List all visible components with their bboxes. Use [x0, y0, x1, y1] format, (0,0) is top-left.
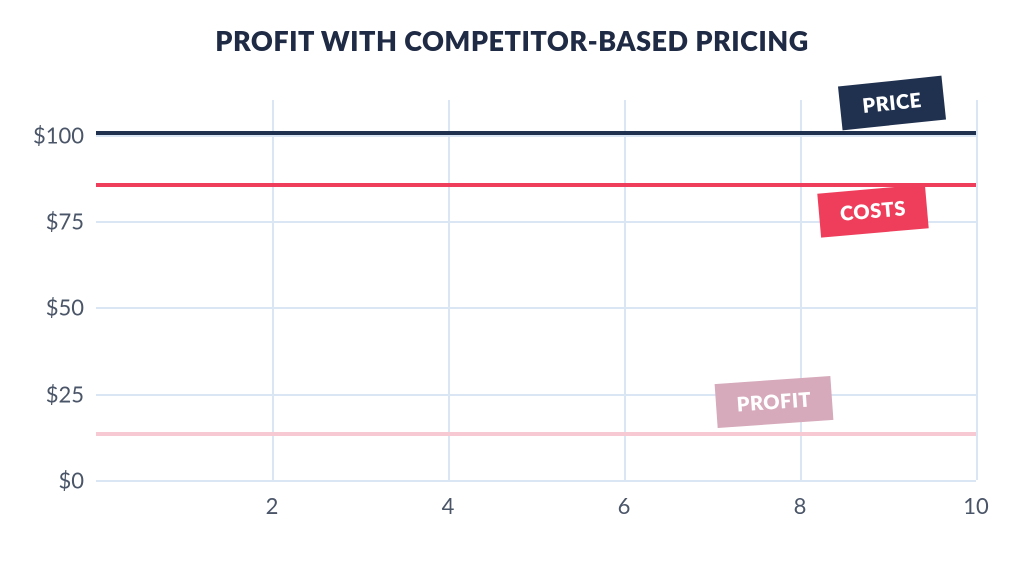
y-axis-label: $50: [46, 294, 84, 321]
x-axis-label: 8: [794, 492, 807, 519]
costs-tag: COSTS: [817, 184, 928, 237]
gridline-v: [800, 100, 802, 480]
gridline-h: [96, 394, 976, 396]
profit-line: [96, 432, 976, 436]
x-axis-label: 10: [963, 492, 989, 519]
pricing-chart: PROFIT WITH COMPETITOR-BASED PRICING $0 $…: [0, 0, 1024, 576]
gridline-v: [448, 100, 450, 480]
costs-line: [96, 183, 976, 187]
gridline-h: [96, 480, 976, 482]
gridline-v: [624, 100, 626, 480]
gridline-v: [272, 100, 274, 480]
x-axis-label: 2: [266, 492, 279, 519]
profit-tag: PROFIT: [714, 376, 833, 428]
x-axis-label: 4: [442, 492, 455, 519]
price-tag: PRICE: [838, 76, 946, 131]
gridline-v: [976, 100, 978, 480]
x-axis-label: 6: [618, 492, 631, 519]
plot-area: $0$25$50$75$100246810PRICECOSTSPROFIT: [96, 100, 976, 480]
y-axis-label: $0: [58, 467, 84, 494]
y-axis-label: $75: [46, 207, 84, 234]
price-line: [96, 131, 976, 135]
y-axis-label: $25: [46, 380, 84, 407]
chart-title: PROFIT WITH COMPETITOR-BASED PRICING: [0, 24, 1024, 57]
y-axis-label: $100: [33, 121, 84, 148]
gridline-h: [96, 307, 976, 309]
